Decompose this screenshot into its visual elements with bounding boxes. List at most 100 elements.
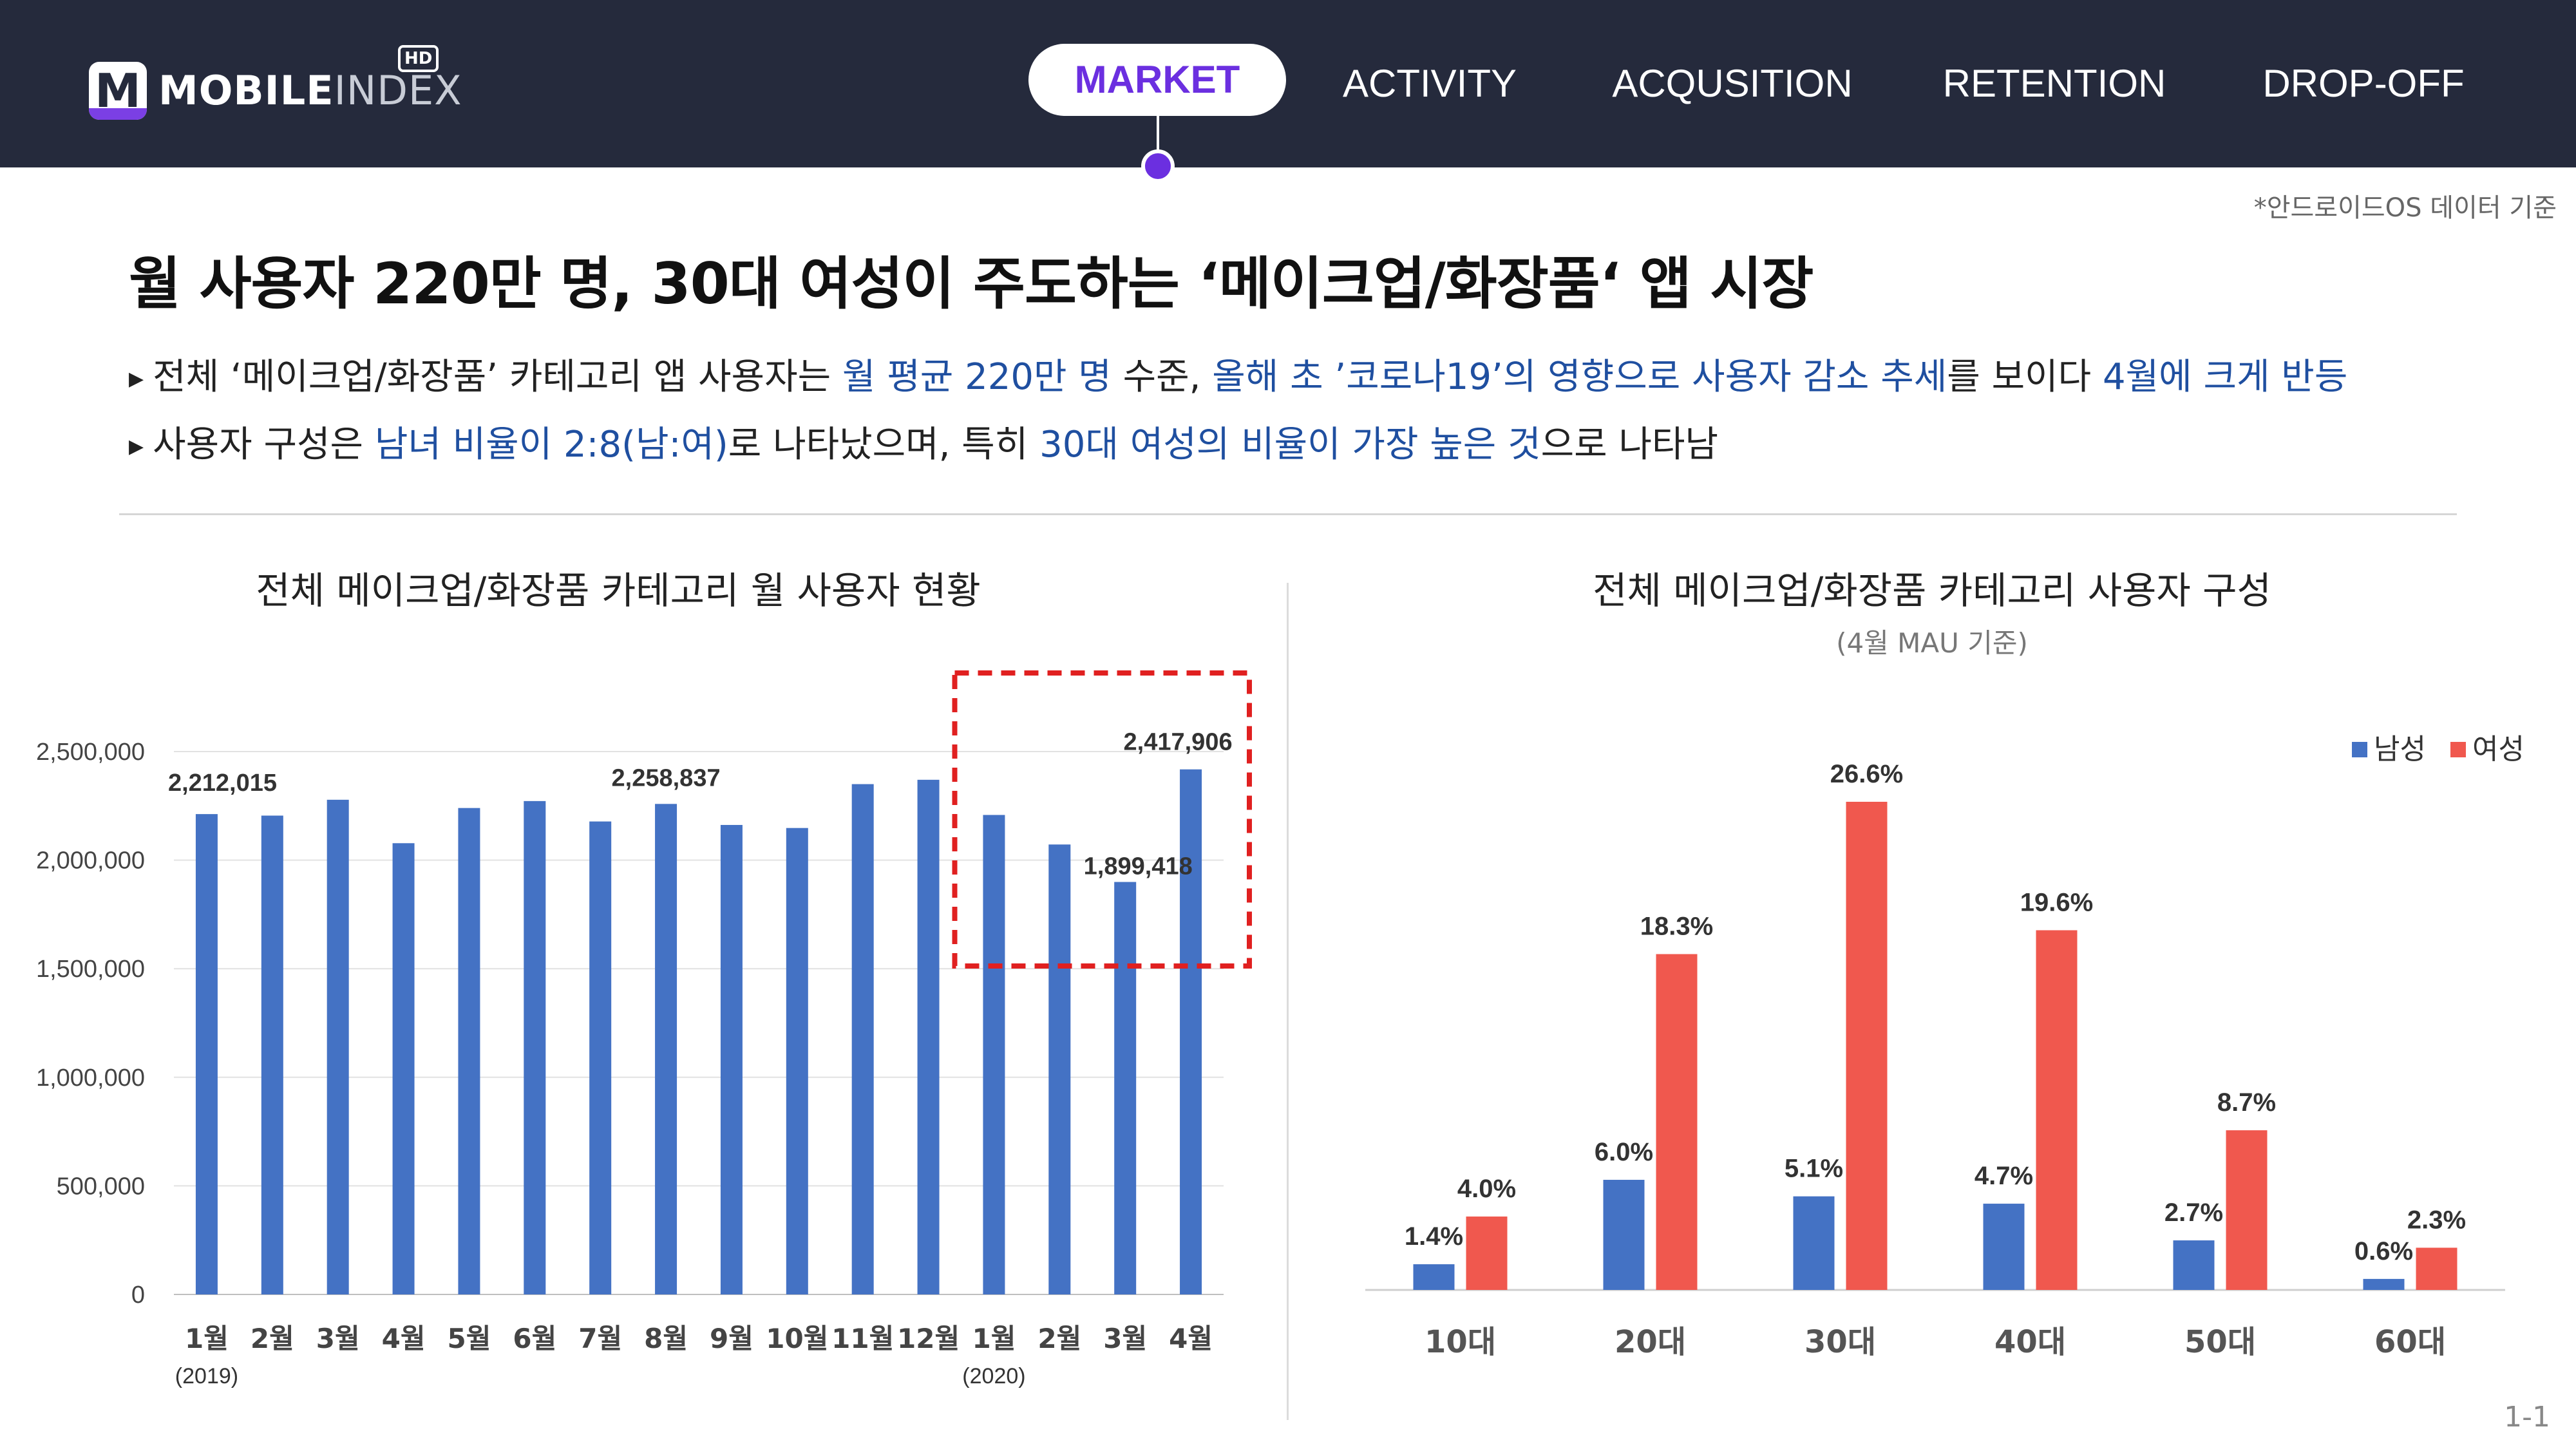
bar-month bbox=[720, 824, 743, 1294]
bar-month bbox=[1114, 882, 1137, 1294]
top-navigation-bar: M MOBILEINDEX HD MARKET ACTIVITY ACQUSIT… bbox=[0, 0, 2576, 167]
monthly-users-chart-title: 전체 메이크업/화장품 카테고리 월 사용자 현황 bbox=[256, 569, 981, 612]
bar-month bbox=[655, 804, 677, 1294]
x-tick-label: 5월 bbox=[448, 1323, 491, 1354]
x-category-label: 60대 bbox=[2374, 1324, 2446, 1360]
bar-month bbox=[851, 784, 874, 1294]
bar-male bbox=[2363, 1278, 2405, 1290]
active-tab-indicator-dot bbox=[1141, 149, 1175, 183]
bar-data-label: 4.7% bbox=[1975, 1162, 2033, 1190]
logo-hd-badge: HD bbox=[398, 45, 439, 72]
bar-female bbox=[2416, 1247, 2458, 1290]
nav-tab-acqusition[interactable]: ACQUSITION bbox=[1612, 62, 1853, 105]
chart-divider bbox=[1287, 583, 1289, 1420]
x-tick-label: 10월 bbox=[766, 1323, 828, 1354]
y-tick-label: 2,500,000 bbox=[36, 739, 145, 766]
y-tick-label: 2,000,000 bbox=[36, 848, 145, 875]
x-category-label: 20대 bbox=[1615, 1324, 1686, 1360]
x-tick-label: 6월 bbox=[513, 1323, 556, 1354]
bar-female bbox=[1846, 802, 1888, 1290]
nav-tab-activity[interactable]: ACTIVITY bbox=[1342, 62, 1517, 105]
legend-swatch bbox=[2450, 742, 2466, 757]
section-divider bbox=[119, 513, 2457, 515]
data-source-note: *안드로이드OS 데이터 기준 bbox=[2253, 193, 2557, 223]
bullet-highlight: 30대 여성의 비율이 가장 높은 것 bbox=[1039, 424, 1541, 466]
x-tick-label: 8월 bbox=[644, 1323, 688, 1354]
bar-month bbox=[458, 808, 480, 1294]
bar-male bbox=[1413, 1264, 1455, 1290]
bar-data-label: 2.3% bbox=[2407, 1206, 2466, 1234]
bar-data-label: 2,258,837 bbox=[612, 764, 721, 791]
y-tick-label: 1,500,000 bbox=[36, 956, 145, 983]
bullet-highlight: 4월에 크게 반등 bbox=[2102, 356, 2348, 398]
y-tick-label: 1,000,000 bbox=[36, 1065, 145, 1092]
bullet-text: 으로 나타남 bbox=[1540, 424, 1719, 466]
x-tick-label: 4월 bbox=[1169, 1323, 1213, 1354]
logo-text-index: INDEX bbox=[334, 67, 462, 114]
page-number: 1-1 bbox=[2504, 1401, 2550, 1434]
bar-male bbox=[1983, 1204, 2025, 1290]
bar-month bbox=[917, 779, 940, 1294]
year-label: (2020) bbox=[962, 1364, 1025, 1388]
bar-male bbox=[1603, 1180, 1645, 1290]
bar-month bbox=[589, 821, 612, 1294]
bar-data-label: 19.6% bbox=[2020, 888, 2093, 916]
bar-female bbox=[2226, 1130, 2268, 1290]
bar-data-label: 18.3% bbox=[1640, 913, 1713, 941]
x-tick-label: 11월 bbox=[831, 1323, 894, 1354]
x-category-label: 50대 bbox=[2184, 1324, 2256, 1360]
x-category-label: 40대 bbox=[1994, 1324, 2066, 1360]
nav-tab-drop-off[interactable]: DROP-OFF bbox=[2262, 62, 2465, 105]
nav-tab-market[interactable]: MARKET bbox=[1028, 44, 1286, 116]
bar-month bbox=[195, 814, 218, 1294]
bar-female bbox=[2036, 930, 2078, 1290]
bar-data-label: 5.1% bbox=[1785, 1155, 1843, 1183]
bar-month bbox=[1048, 844, 1071, 1294]
bar-data-label: 2,212,015 bbox=[168, 770, 277, 797]
x-category-label: 30대 bbox=[1804, 1324, 1876, 1360]
x-tick-label: 4월 bbox=[382, 1323, 426, 1354]
legend-swatch bbox=[2352, 742, 2367, 757]
bar-month bbox=[1180, 769, 1202, 1294]
bar-month bbox=[327, 799, 349, 1294]
bullet-text: 사용자 구성은 bbox=[153, 424, 375, 466]
bar-male bbox=[1793, 1196, 1835, 1290]
x-tick-label: 3월 bbox=[316, 1323, 360, 1354]
bar-month bbox=[524, 800, 546, 1294]
x-tick-label: 1월 bbox=[185, 1323, 229, 1354]
bullet-highlight: 올해 초 ’코로나19’의 영향으로 사용자 감소 추세 bbox=[1212, 356, 1947, 398]
logo-mark-icon: M bbox=[89, 62, 147, 120]
x-category-label: 10대 bbox=[1425, 1324, 1496, 1360]
bullet-text: 로 나타났으며, 특히 bbox=[728, 424, 1040, 466]
bar-female bbox=[1656, 954, 1698, 1290]
bullet-text: 수준, bbox=[1111, 356, 1213, 398]
bar-data-label: 6.0% bbox=[1595, 1138, 1653, 1166]
bar-data-label: 1.4% bbox=[1405, 1222, 1463, 1251]
y-tick-label: 0 bbox=[131, 1282, 145, 1309]
bar-female bbox=[1466, 1217, 1508, 1290]
bar-data-label: 2.7% bbox=[2164, 1198, 2223, 1227]
x-tick-label: 7월 bbox=[578, 1323, 622, 1354]
legend-label: 여성 bbox=[2472, 733, 2524, 766]
x-tick-label: 2월 bbox=[1037, 1323, 1081, 1354]
bar-month bbox=[786, 828, 808, 1294]
bullet-highlight: 월 평균 220만 명 bbox=[842, 356, 1112, 398]
x-tick-label: 1월 bbox=[972, 1323, 1016, 1354]
nav-tab-retention[interactable]: RETENTION bbox=[1942, 62, 2166, 105]
bar-data-label: 8.7% bbox=[2217, 1088, 2276, 1117]
x-tick-label: 12월 bbox=[897, 1323, 960, 1354]
bar-month bbox=[392, 843, 415, 1294]
mobile-index-logo[interactable]: M MOBILEINDEX HD bbox=[89, 45, 462, 129]
bar-male bbox=[2173, 1240, 2215, 1290]
bullet-triangle-icon: ▶ bbox=[129, 368, 144, 391]
summary-bullet-1: ▶ 전체 ‘메이크업/화장품’ 카테고리 앱 사용자는 월 평균 220만 명 수… bbox=[129, 348, 2347, 400]
bar-data-label: 4.0% bbox=[1457, 1175, 1516, 1203]
y-tick-label: 500,000 bbox=[57, 1173, 145, 1200]
legend-label: 남성 bbox=[2374, 733, 2426, 766]
bullet-text: 를 보이다 bbox=[1947, 356, 2103, 398]
year-label: (2019) bbox=[175, 1364, 238, 1388]
bar-data-label: 0.6% bbox=[2354, 1237, 2413, 1265]
x-tick-label: 3월 bbox=[1103, 1323, 1147, 1354]
bar-data-label: 2,417,906 bbox=[1124, 729, 1233, 756]
